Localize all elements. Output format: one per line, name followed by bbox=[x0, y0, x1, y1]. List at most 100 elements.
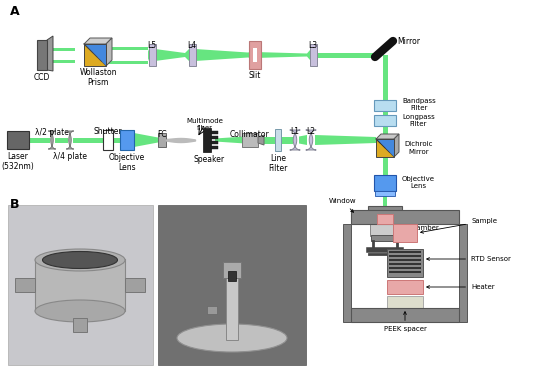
Polygon shape bbox=[383, 191, 387, 215]
Bar bbox=[393, 224, 417, 242]
Ellipse shape bbox=[42, 252, 118, 269]
Bar bbox=[242, 133, 258, 147]
Bar bbox=[7, 131, 29, 149]
Polygon shape bbox=[376, 134, 399, 139]
Polygon shape bbox=[376, 139, 394, 157]
Bar bbox=[253, 48, 257, 62]
Polygon shape bbox=[106, 60, 148, 63]
Bar bbox=[459, 224, 467, 322]
Bar bbox=[374, 175, 396, 191]
Bar bbox=[389, 259, 421, 261]
Text: λ/2 plate: λ/2 plate bbox=[35, 128, 69, 137]
Polygon shape bbox=[52, 59, 75, 62]
Bar bbox=[351, 308, 459, 322]
Text: L4: L4 bbox=[187, 41, 197, 50]
Text: Speaker: Speaker bbox=[193, 155, 224, 164]
Bar bbox=[275, 129, 281, 151]
Polygon shape bbox=[290, 130, 300, 150]
Text: Vacuum
Chamber: Vacuum Chamber bbox=[408, 217, 440, 230]
Bar bbox=[120, 130, 134, 150]
Bar bbox=[223, 262, 241, 278]
Text: λ/4 plate: λ/4 plate bbox=[53, 152, 87, 161]
Text: PEEK spacer: PEEK spacer bbox=[383, 312, 426, 332]
Polygon shape bbox=[52, 47, 75, 50]
Polygon shape bbox=[382, 157, 388, 180]
Bar bbox=[343, 224, 351, 322]
Text: L5: L5 bbox=[148, 41, 157, 50]
Polygon shape bbox=[307, 50, 310, 60]
Polygon shape bbox=[47, 36, 53, 71]
Polygon shape bbox=[394, 134, 399, 157]
Bar bbox=[8, 205, 153, 365]
Polygon shape bbox=[166, 138, 195, 141]
Bar bbox=[368, 206, 402, 214]
Text: L3: L3 bbox=[308, 41, 317, 50]
Bar bbox=[389, 255, 421, 257]
Bar bbox=[35, 259, 125, 311]
Polygon shape bbox=[185, 49, 189, 61]
Bar bbox=[377, 214, 393, 224]
Bar bbox=[356, 223, 454, 291]
Bar bbox=[188, 44, 195, 66]
Bar bbox=[211, 131, 218, 134]
Polygon shape bbox=[113, 138, 120, 142]
Bar bbox=[37, 40, 47, 70]
Polygon shape bbox=[55, 138, 68, 142]
Ellipse shape bbox=[177, 324, 287, 352]
Polygon shape bbox=[382, 55, 388, 105]
Text: B: B bbox=[10, 198, 19, 211]
Bar bbox=[211, 146, 218, 149]
Text: L1: L1 bbox=[291, 127, 300, 136]
Bar bbox=[389, 271, 421, 273]
Polygon shape bbox=[106, 46, 148, 49]
Polygon shape bbox=[299, 135, 307, 145]
Text: Bandpass
Filter: Bandpass Filter bbox=[402, 98, 436, 112]
Bar bbox=[158, 205, 306, 365]
Polygon shape bbox=[48, 131, 56, 149]
Polygon shape bbox=[73, 138, 100, 142]
Bar bbox=[15, 278, 35, 292]
Bar bbox=[211, 136, 218, 139]
Bar bbox=[211, 141, 218, 144]
Text: Collimator: Collimator bbox=[230, 130, 270, 139]
Bar bbox=[309, 44, 316, 66]
Polygon shape bbox=[264, 137, 275, 144]
Bar bbox=[387, 280, 423, 294]
Text: A: A bbox=[10, 5, 20, 18]
Ellipse shape bbox=[35, 300, 125, 322]
Bar bbox=[228, 271, 236, 281]
Polygon shape bbox=[66, 131, 74, 149]
Polygon shape bbox=[84, 44, 106, 66]
Polygon shape bbox=[84, 38, 112, 44]
Text: FC: FC bbox=[157, 130, 167, 139]
Text: L2: L2 bbox=[307, 127, 316, 136]
Bar bbox=[203, 128, 211, 152]
Polygon shape bbox=[106, 38, 112, 66]
Bar bbox=[387, 296, 423, 308]
Polygon shape bbox=[248, 51, 255, 59]
Polygon shape bbox=[120, 133, 134, 147]
Polygon shape bbox=[155, 49, 185, 61]
Polygon shape bbox=[382, 111, 388, 120]
Polygon shape bbox=[281, 137, 293, 144]
Polygon shape bbox=[258, 135, 264, 145]
Bar bbox=[207, 306, 217, 314]
Text: Objective
Lens: Objective Lens bbox=[109, 153, 145, 173]
Bar bbox=[103, 130, 113, 150]
Text: Dichroic
Mirror: Dichroic Mirror bbox=[404, 141, 432, 154]
Polygon shape bbox=[255, 52, 307, 58]
Bar bbox=[375, 190, 395, 196]
Bar bbox=[249, 41, 261, 69]
Bar bbox=[374, 99, 396, 111]
Bar bbox=[389, 263, 421, 265]
Text: Longpass
Filter: Longpass Filter bbox=[402, 114, 435, 127]
Bar bbox=[370, 224, 400, 236]
Text: Heater: Heater bbox=[427, 284, 495, 290]
Bar bbox=[226, 270, 238, 340]
Text: Wollaston
Prism: Wollaston Prism bbox=[79, 68, 117, 88]
Bar bbox=[158, 133, 166, 147]
Polygon shape bbox=[215, 137, 245, 144]
Polygon shape bbox=[317, 53, 375, 58]
Text: Sample: Sample bbox=[420, 218, 497, 233]
Text: Line
Filter: Line Filter bbox=[268, 154, 288, 173]
